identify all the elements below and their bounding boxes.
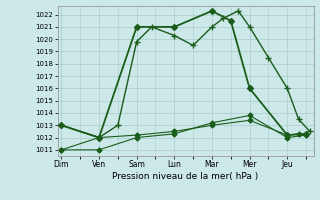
X-axis label: Pression niveau de la mer( hPa ): Pression niveau de la mer( hPa ) bbox=[112, 172, 259, 181]
